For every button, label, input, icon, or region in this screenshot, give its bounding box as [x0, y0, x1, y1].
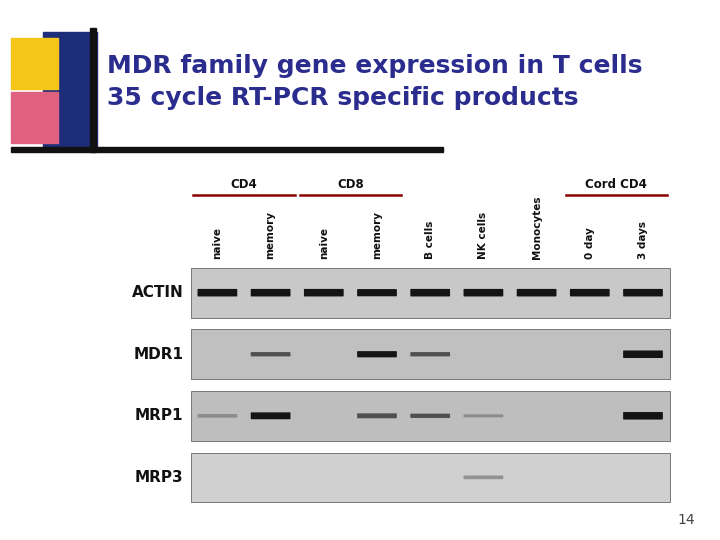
Text: MDR1: MDR1: [134, 347, 184, 362]
Text: 3 days: 3 days: [638, 221, 648, 259]
Text: MRP1: MRP1: [135, 408, 184, 423]
Text: 35 cycle RT-PCR specific products: 35 cycle RT-PCR specific products: [107, 86, 578, 110]
Text: Cord CD4: Cord CD4: [585, 178, 647, 191]
Text: 14: 14: [678, 512, 695, 526]
Text: 0 day: 0 day: [585, 227, 595, 259]
Text: MRP3: MRP3: [135, 470, 184, 485]
Text: NK cells: NK cells: [478, 212, 488, 259]
Text: CD4: CD4: [230, 178, 257, 191]
Text: MDR family gene expression in T cells: MDR family gene expression in T cells: [107, 54, 642, 78]
Text: memory: memory: [266, 211, 276, 259]
Text: naive: naive: [212, 227, 222, 259]
Text: ACTIN: ACTIN: [132, 285, 184, 300]
Text: Monocytes: Monocytes: [531, 196, 541, 259]
Text: CD8: CD8: [337, 178, 364, 191]
Text: memory: memory: [372, 211, 382, 259]
Text: B cells: B cells: [426, 221, 435, 259]
Text: naive: naive: [319, 227, 329, 259]
